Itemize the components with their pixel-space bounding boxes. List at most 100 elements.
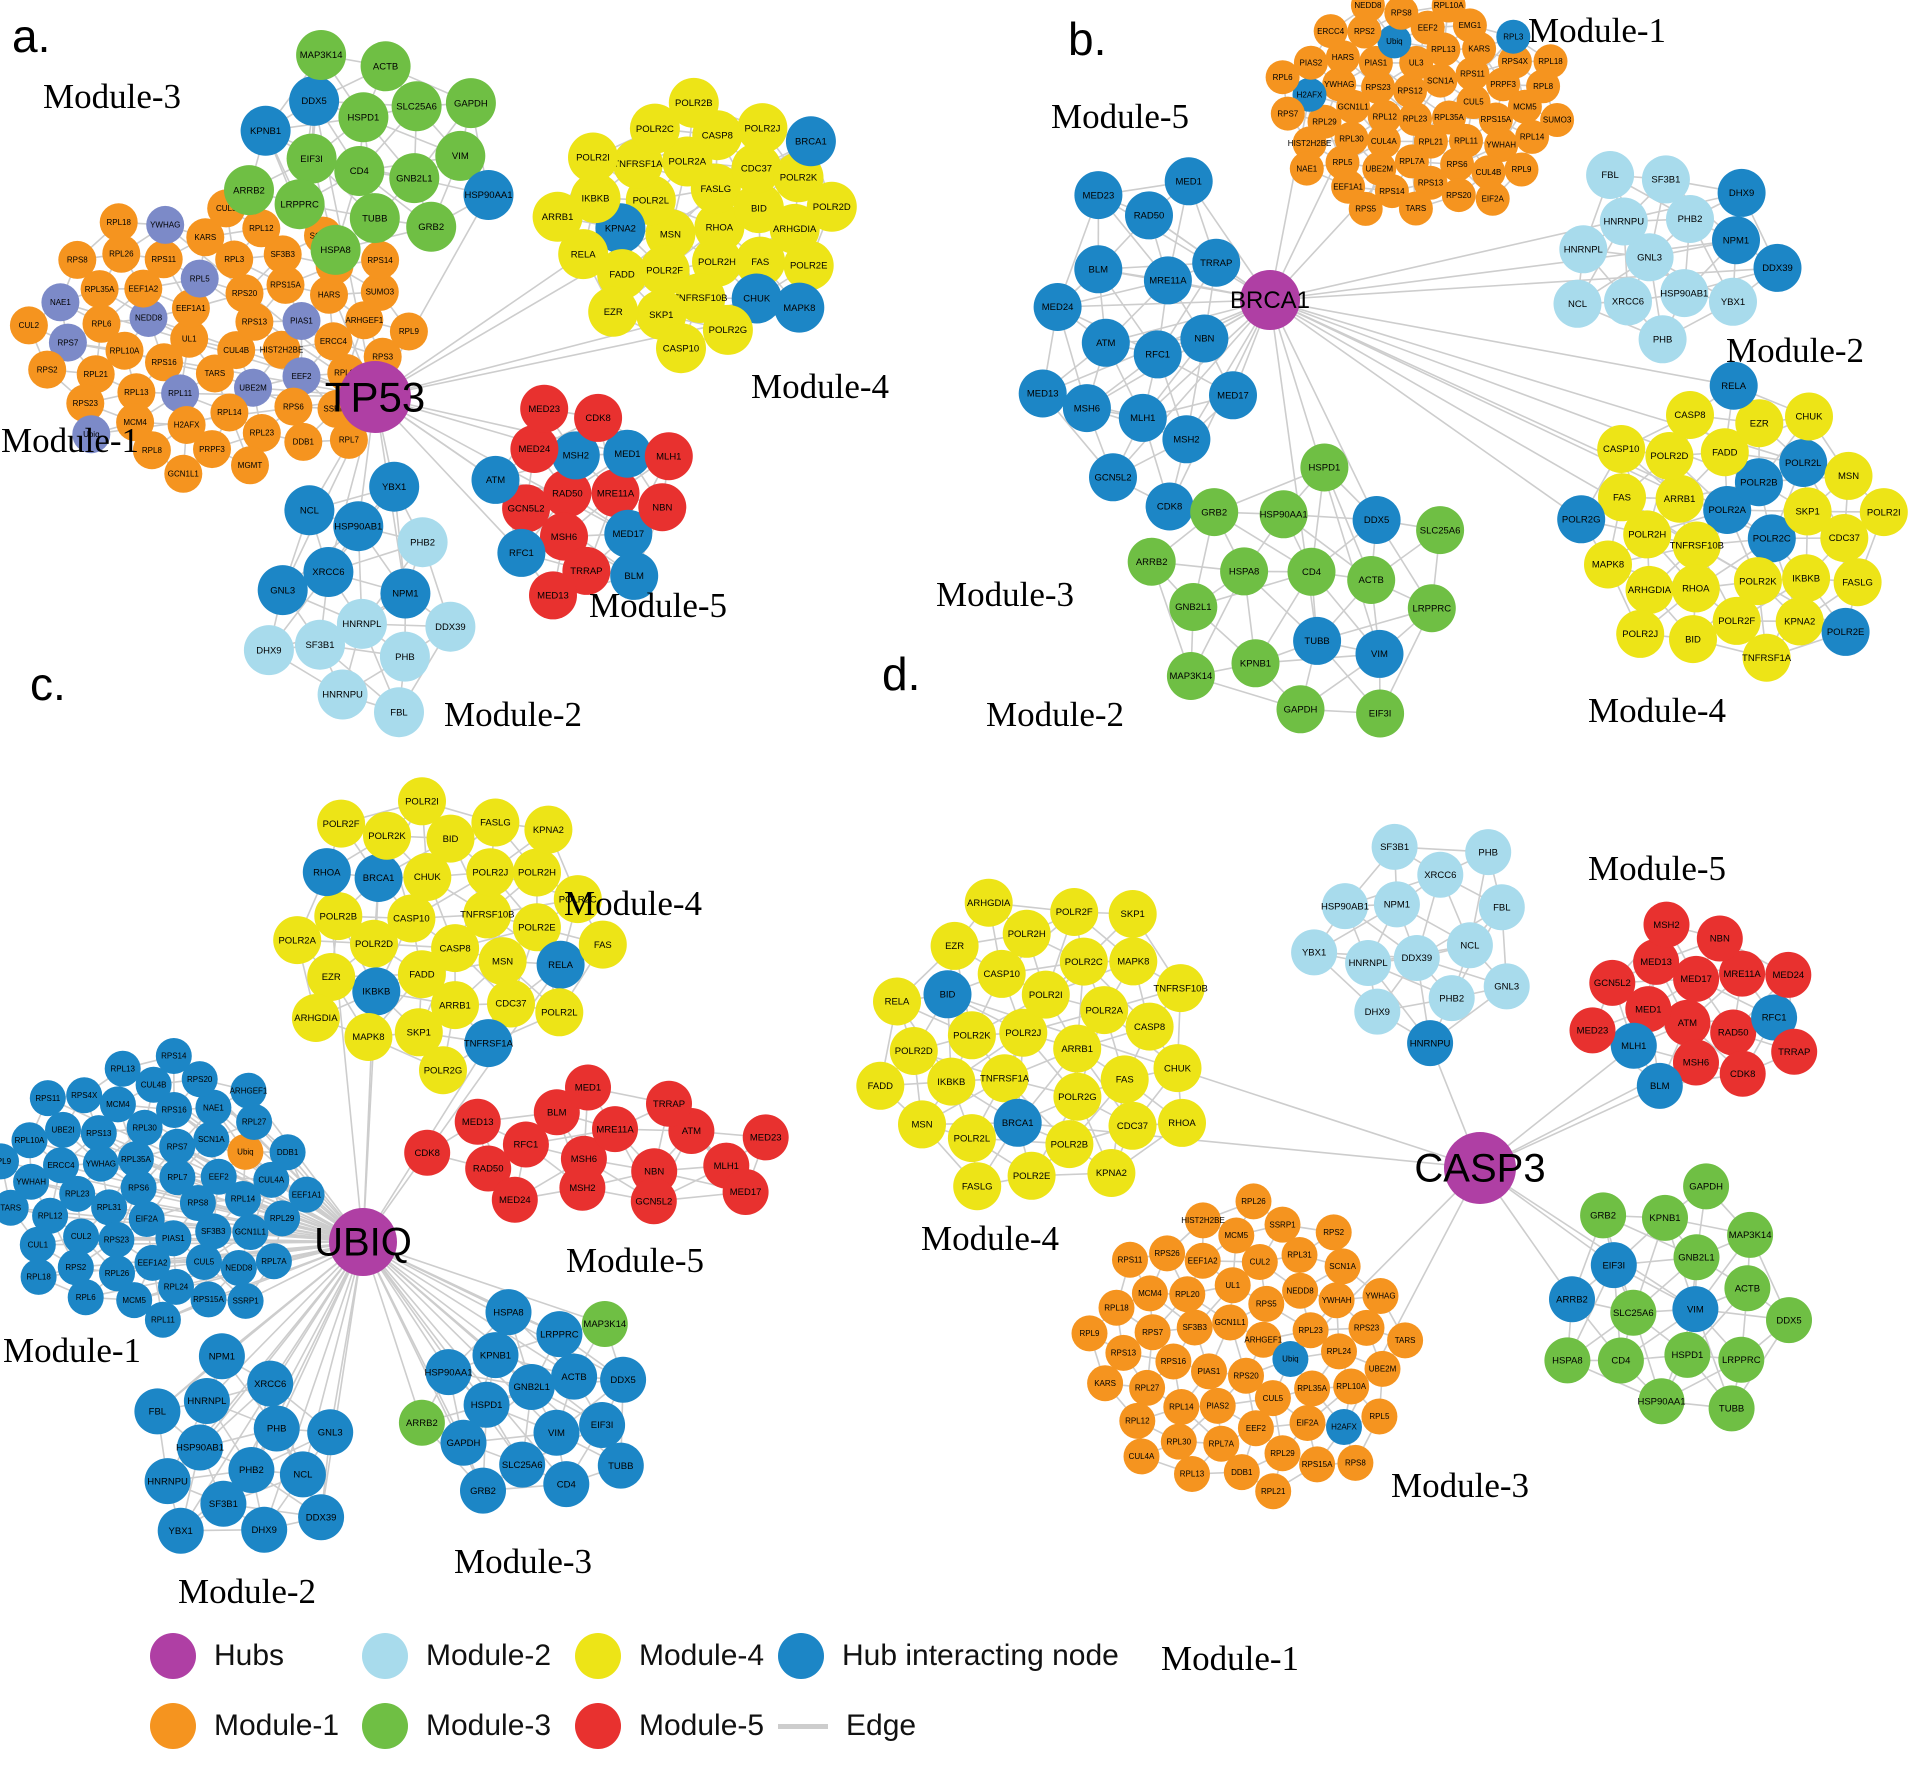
- node-RPL23[interactable]: RPL23: [1292, 1312, 1329, 1349]
- node-CUL4A[interactable]: CUL4A: [253, 1161, 290, 1198]
- node-RPS7[interactable]: RPS7: [1134, 1314, 1171, 1351]
- node-POLR2I[interactable]: POLR2I: [1021, 970, 1070, 1019]
- node-RELA[interactable]: RELA: [558, 229, 609, 280]
- node-EIF3I[interactable]: EIF3I: [1590, 1242, 1637, 1289]
- node-MCM5[interactable]: MCM5: [1218, 1217, 1255, 1254]
- node-MSN[interactable]: MSN: [1824, 451, 1873, 500]
- node-HSP90AA1[interactable]: HSP90AA1: [1260, 490, 1308, 539]
- node-CD4[interactable]: CD4: [543, 1461, 590, 1508]
- node-FADD[interactable]: FADD: [1700, 428, 1749, 477]
- node-MED17[interactable]: MED17: [722, 1169, 769, 1215]
- node-RPL14[interactable]: RPL14: [1163, 1389, 1200, 1425]
- node-LRPPRC[interactable]: LRPPRC: [1718, 1336, 1765, 1383]
- node-Ubiq[interactable]: Ubiq: [72, 415, 111, 454]
- node-EEF1A1[interactable]: EEF1A1: [171, 289, 210, 328]
- node-PIAS1[interactable]: PIAS1: [1191, 1353, 1227, 1390]
- node-CDK8[interactable]: CDK8: [1719, 1050, 1766, 1097]
- node-HNRNPU[interactable]: HNRNPU: [317, 669, 368, 720]
- node-DDX5[interactable]: DDX5: [1766, 1297, 1812, 1344]
- node-POLR2G[interactable]: POLR2G: [1053, 1072, 1102, 1121]
- node-GAPDH[interactable]: GAPDH: [440, 1419, 487, 1466]
- node-RFC1[interactable]: RFC1: [1751, 994, 1798, 1041]
- node-RPS2[interactable]: RPS2: [28, 350, 67, 389]
- node-YWHAH[interactable]: YWHAH: [1484, 128, 1519, 162]
- node-EIF2A[interactable]: EIF2A: [1475, 181, 1510, 216]
- node-HSPA8[interactable]: HSPA8: [1220, 547, 1269, 596]
- node-SKP1[interactable]: SKP1: [1783, 487, 1832, 536]
- node-CUL4A[interactable]: CUL4A: [1123, 1438, 1160, 1475]
- node-LRPPRC[interactable]: LRPPRC: [536, 1311, 583, 1358]
- node-RPS13[interactable]: RPS13: [1105, 1334, 1142, 1371]
- node-EIF3I[interactable]: EIF3I: [1356, 689, 1405, 738]
- node-HNRNPL[interactable]: HNRNPL: [1559, 225, 1608, 274]
- node-RPL35A[interactable]: RPL35A: [1432, 100, 1466, 135]
- node-ATM[interactable]: ATM: [1081, 318, 1130, 367]
- node-FAS[interactable]: FAS: [1100, 1055, 1149, 1104]
- node-NAE1[interactable]: NAE1: [195, 1089, 232, 1126]
- node-POLR2D[interactable]: POLR2D: [1645, 432, 1694, 480]
- node-MAPK8[interactable]: MAPK8: [344, 1013, 393, 1061]
- node-RPL27[interactable]: RPL27: [236, 1104, 273, 1140]
- node-DDB1[interactable]: DDB1: [1223, 1454, 1260, 1491]
- node-RPL14[interactable]: RPL14: [1515, 119, 1550, 154]
- node-Ubiq[interactable]: Ubiq: [1377, 24, 1412, 59]
- node-MSH2[interactable]: MSH2: [559, 1164, 606, 1211]
- node-RPS11[interactable]: RPS11: [29, 1080, 66, 1117]
- node-BRCA1[interactable]: BRCA1: [993, 1098, 1042, 1147]
- node-NBN[interactable]: NBN: [1696, 915, 1743, 962]
- node-YBX1[interactable]: YBX1: [157, 1507, 204, 1554]
- node-PHB[interactable]: PHB: [1465, 829, 1512, 876]
- node-RPL26[interactable]: RPL26: [102, 234, 141, 273]
- node-EEF2[interactable]: EEF2: [282, 357, 321, 396]
- node-EZR[interactable]: EZR: [588, 286, 639, 337]
- node-HSPD1[interactable]: HSPD1: [1664, 1331, 1711, 1378]
- node-HSP90AB1[interactable]: HSP90AB1: [1321, 883, 1369, 930]
- node-GRB2[interactable]: GRB2: [1190, 488, 1239, 537]
- node-TUBB[interactable]: TUBB: [597, 1442, 644, 1489]
- node-SF3B1[interactable]: SF3B1: [295, 619, 345, 670]
- node-RAD50[interactable]: RAD50: [1710, 1009, 1757, 1056]
- node-GCN5L2[interactable]: GCN5L2: [502, 484, 551, 533]
- node-FASLG[interactable]: FASLG: [1833, 558, 1882, 607]
- node-CASP10[interactable]: CASP10: [656, 323, 706, 374]
- node-NPM1[interactable]: NPM1: [380, 568, 431, 619]
- node-SF3B3[interactable]: SF3B3: [195, 1213, 232, 1250]
- node-CHUK[interactable]: CHUK: [1153, 1044, 1202, 1093]
- node-RPL31[interactable]: RPL31: [1281, 1237, 1318, 1273]
- node-TRRAP[interactable]: TRRAP: [646, 1080, 692, 1127]
- node-MCM4[interactable]: MCM4: [99, 1086, 136, 1123]
- node-CDK8[interactable]: CDK8: [574, 393, 623, 442]
- node-CUL1[interactable]: CUL1: [19, 1226, 56, 1263]
- node-HIST2H2BE[interactable]: HIST2H2BE: [260, 330, 304, 369]
- node-POLR2F[interactable]: POLR2F: [1712, 596, 1761, 645]
- node-DDX39[interactable]: DDX39: [1393, 935, 1440, 981]
- node-RPS2[interactable]: RPS2: [1315, 1214, 1352, 1251]
- node-HSP90AA1[interactable]: HSP90AA1: [424, 1349, 473, 1396]
- node-MRE11A[interactable]: MRE11A: [592, 1106, 638, 1153]
- node-MGMT[interactable]: MGMT: [231, 446, 269, 485]
- node-RPL23[interactable]: RPL23: [59, 1175, 96, 1212]
- node-CDK8[interactable]: CDK8: [404, 1129, 451, 1176]
- node-SF3B1[interactable]: SF3B1: [200, 1480, 247, 1527]
- node-HSPD1[interactable]: HSPD1: [338, 92, 389, 143]
- node-TRRAP[interactable]: TRRAP: [1771, 1028, 1818, 1075]
- node-MAP3K14[interactable]: MAP3K14: [581, 1301, 628, 1347]
- node-SUMO3[interactable]: SUMO3: [1540, 103, 1575, 137]
- node-CASP8[interactable]: CASP8: [431, 924, 480, 973]
- node-NAE1[interactable]: NAE1: [1289, 151, 1324, 186]
- node-SUMO3[interactable]: SUMO3: [360, 272, 399, 311]
- node-FASLG[interactable]: FASLG: [471, 798, 520, 847]
- node-RPL9[interactable]: RPL9: [0, 1143, 19, 1180]
- node-BRCA1[interactable]: BRCA1: [785, 116, 836, 167]
- node-NCL[interactable]: NCL: [1446, 922, 1493, 969]
- node-KARS[interactable]: KARS: [1087, 1365, 1124, 1402]
- node-RPS8[interactable]: RPS8: [179, 1185, 216, 1221]
- node-MSH2[interactable]: MSH2: [1643, 901, 1690, 948]
- node-GCN5L2[interactable]: GCN5L2: [1089, 453, 1137, 502]
- node-RPL18[interactable]: RPL18: [1533, 44, 1568, 79]
- node-DDX5[interactable]: DDX5: [600, 1356, 647, 1403]
- node-FBL[interactable]: FBL: [374, 687, 424, 738]
- node-RHOA[interactable]: RHOA: [1671, 564, 1720, 613]
- node-HIST2H2BE[interactable]: HIST2H2BE: [1181, 1202, 1225, 1239]
- node-RPL13[interactable]: RPL13: [1174, 1456, 1210, 1492]
